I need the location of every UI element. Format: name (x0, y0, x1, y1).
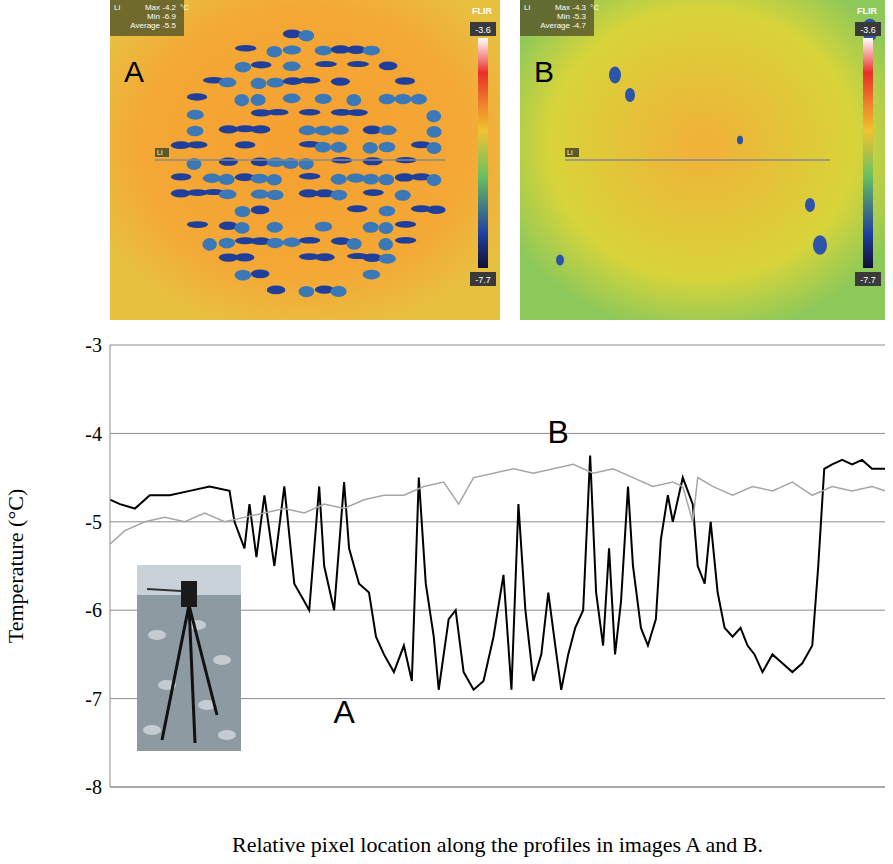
svg-text:Max -4.2: Max -4.2 (145, 3, 177, 12)
svg-text:-7.7: -7.7 (860, 275, 876, 285)
svg-text:Min -6.9: Min -6.9 (147, 12, 176, 21)
svg-text:Li: Li (524, 3, 530, 12)
svg-text:-4: -4 (85, 423, 102, 445)
svg-text:Li: Li (567, 149, 573, 156)
svg-text:Relative pixel location along: Relative pixel location along the profil… (232, 832, 763, 857)
svg-text:Min -5.3: Min -5.3 (557, 12, 586, 21)
svg-text:-5: -5 (85, 511, 102, 533)
svg-text:-7.7: -7.7 (475, 275, 491, 285)
svg-text:-8: -8 (85, 776, 102, 798)
svg-text:-6: -6 (85, 599, 102, 621)
svg-text:°C: °C (590, 3, 599, 12)
svg-text:A: A (124, 55, 144, 88)
svg-text:Average -5.5: Average -5.5 (130, 21, 176, 30)
svg-text:B: B (548, 414, 569, 450)
svg-text:-3: -3 (85, 334, 102, 356)
svg-text:-7: -7 (85, 688, 102, 710)
svg-text:B: B (534, 55, 554, 88)
svg-text:A: A (333, 694, 355, 730)
svg-text:Li: Li (114, 3, 120, 12)
svg-text:Average -4.7: Average -4.7 (540, 21, 586, 30)
svg-text:FLIR: FLIR (472, 6, 492, 16)
svg-text:-3.6: -3.6 (475, 25, 491, 35)
svg-text:Temperature (°C): Temperature (°C) (3, 489, 28, 643)
svg-text:°C: °C (180, 3, 189, 12)
svg-text:Li: Li (157, 149, 163, 156)
svg-text:FLIR: FLIR (857, 6, 877, 16)
svg-text:Max -4.3: Max -4.3 (555, 3, 587, 12)
svg-text:-3.6: -3.6 (860, 25, 876, 35)
